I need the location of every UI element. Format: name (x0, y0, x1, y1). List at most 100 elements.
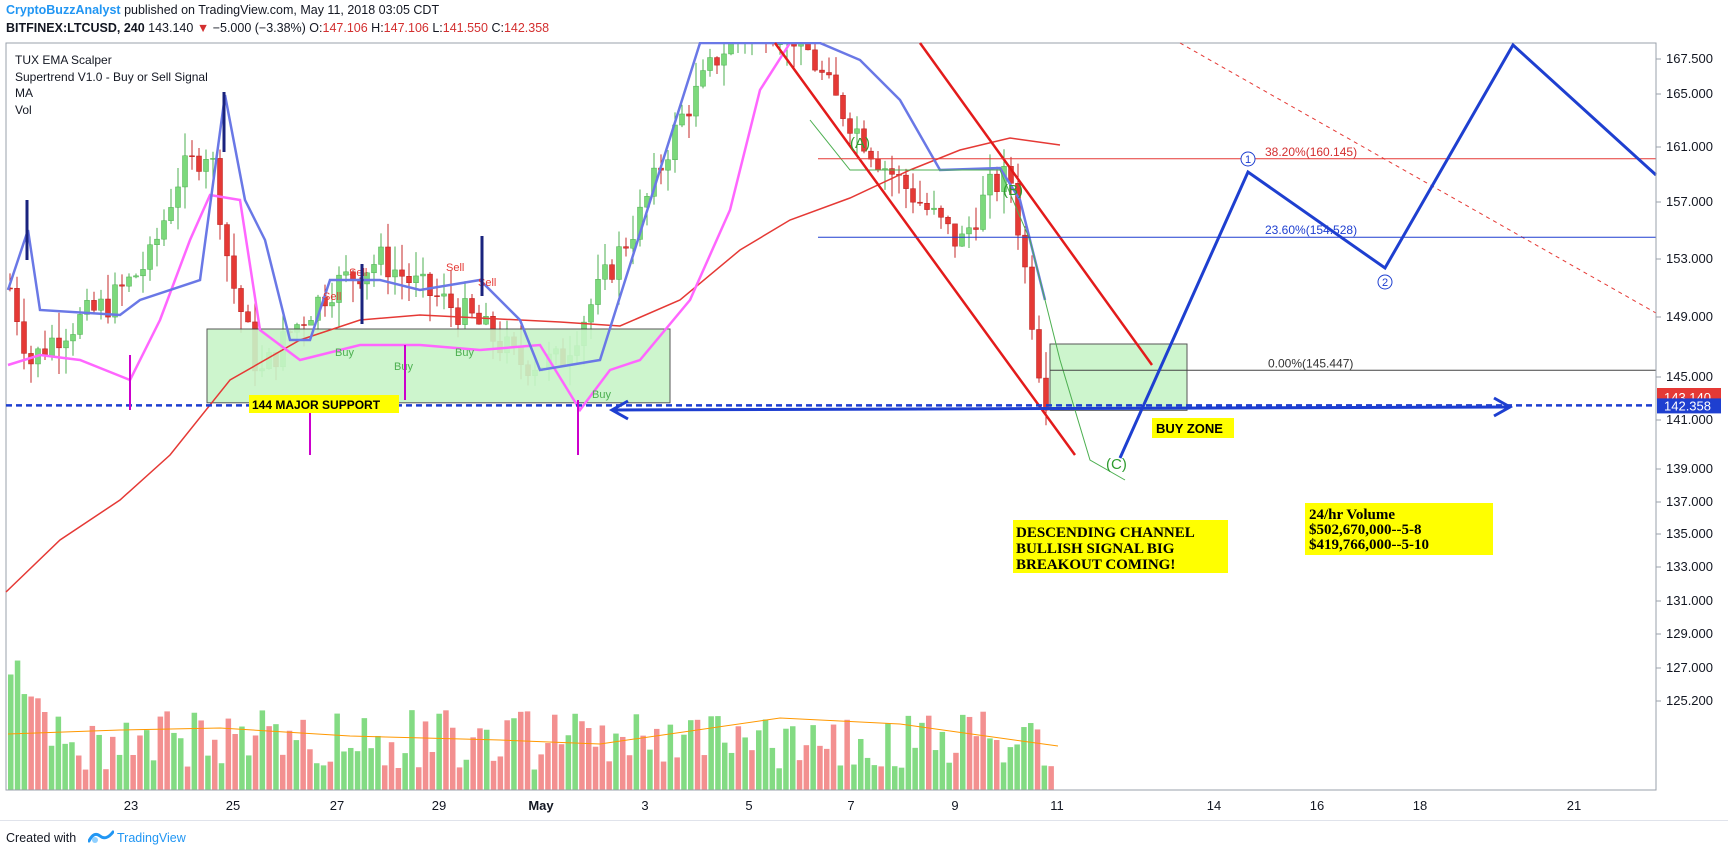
volume-bar (1007, 747, 1014, 790)
volume-bar (402, 753, 408, 790)
wave-line (809, 119, 1126, 481)
range-arrow-line (611, 405, 1511, 412)
candle-body (868, 150, 874, 160)
legend-item-supertrend[interactable]: Supertrend V1.0 - Buy or Sell Signal (15, 69, 208, 84)
candle-body (420, 273, 426, 277)
candle-body (917, 201, 923, 204)
candle-body (700, 70, 706, 87)
candle-body (840, 95, 846, 119)
candle-body (959, 233, 965, 247)
volume-bar (443, 710, 449, 790)
candle-body (847, 118, 853, 134)
candle-body (196, 155, 202, 172)
volume-bar (55, 716, 62, 790)
candle-body (364, 272, 370, 285)
candle-body (21, 321, 27, 354)
volume-bar (463, 759, 470, 790)
buy-zone-note-bg (1152, 418, 1234, 438)
volume-bar (422, 721, 429, 790)
volume-bar (966, 716, 973, 790)
candle-body (805, 42, 811, 51)
volume-bar (667, 724, 674, 790)
volume-bar (864, 757, 871, 790)
volume-bar (749, 750, 755, 790)
volume-bar (293, 740, 300, 790)
price-chart[interactable]: 38.20%(160.145) 23.60%(154.528) 0.00%(145.… (0, 42, 1728, 820)
candle-body (343, 271, 349, 276)
wave-1-label: 1 (1245, 154, 1251, 166)
close-price-tag: 142.358 (1664, 398, 1711, 413)
volume-bar (565, 735, 572, 790)
volume-bar (742, 737, 748, 790)
volume-bar (817, 745, 823, 790)
volume-bar (21, 694, 28, 790)
tradingview-brand-link[interactable]: TradingView (117, 831, 186, 845)
volume-bar (620, 736, 626, 790)
volume-bar (552, 714, 558, 790)
volume-bar (225, 718, 232, 790)
candle-body (84, 300, 90, 315)
candle-body (903, 174, 909, 189)
candle-body (1029, 266, 1035, 330)
volume-bar (429, 751, 436, 790)
volume-bar (164, 711, 170, 790)
arrow-right-icon (1493, 396, 1514, 418)
price-axis[interactable]: 167.500 165.000 161.000 157.000 153.000 149.0… (1655, 43, 1721, 790)
candle-body (378, 246, 384, 265)
channel-note-line: DESCENDING CHANNEL (1016, 525, 1195, 541)
volume-bar (844, 719, 850, 790)
volume-bar (538, 754, 544, 790)
candle-body (609, 264, 615, 280)
volume-bar (769, 747, 776, 790)
volume-bar (654, 728, 660, 790)
high-value: 147.106 (383, 21, 429, 35)
candle-body (238, 288, 244, 312)
high-label: H: (371, 21, 384, 35)
volume-bar (48, 745, 55, 790)
candle-body (119, 284, 125, 287)
volume-bar (232, 734, 238, 790)
volume-bar (633, 714, 640, 790)
author-link[interactable]: CryptoBuzzAnalyst (6, 3, 121, 17)
plot-area (5, 42, 1657, 791)
volume-bar (144, 730, 150, 790)
supertrend-line (6, 42, 1047, 372)
time-tick-label: 14 (1207, 798, 1221, 813)
volume-bar (599, 725, 606, 790)
candle-body (147, 244, 153, 270)
volume-bar (273, 724, 279, 790)
volume-bar (504, 720, 510, 790)
volume-bar (171, 732, 177, 790)
price-tick-label: 149.000 (1666, 309, 1713, 324)
close-price-tag-bg (1657, 398, 1721, 414)
volume-bar (674, 757, 680, 790)
support-note-bg (249, 395, 399, 413)
volume-bar (409, 710, 415, 790)
tradingview-logo-icon[interactable] (88, 828, 114, 846)
volume-bar (184, 766, 191, 790)
sell-signal-label: Sell (446, 262, 464, 274)
time-axis[interactable]: 23 25 27 29 May 3 5 7 9 11 14 16 18 21 (6, 789, 1656, 813)
time-tick-label: 25 (226, 798, 240, 813)
legend-item-vol[interactable]: Vol (15, 102, 32, 117)
volume-bar (803, 745, 810, 790)
candle-body (602, 264, 608, 280)
candle-body (371, 264, 377, 274)
volume-bar (280, 754, 286, 790)
volume-bar (756, 730, 762, 790)
legend-item-ma[interactable]: MA (15, 86, 33, 100)
candle-body (77, 314, 83, 335)
volume-bar (450, 727, 456, 790)
volume-bar (572, 713, 578, 790)
candle-body (1043, 377, 1049, 411)
candle-body (469, 298, 475, 314)
volume-bar (905, 715, 912, 790)
buy-signal-label: Buy (592, 389, 611, 401)
candle-body (812, 49, 818, 71)
projection-path (1118, 42, 1658, 459)
candle-body (210, 158, 216, 160)
volume-bar (14, 660, 21, 790)
legend-item-ema[interactable]: TUX EMA Scalper (15, 53, 112, 67)
candle-body (392, 269, 398, 278)
chart-header: CryptoBuzzAnalyst published on TradingVi… (0, 0, 1728, 42)
